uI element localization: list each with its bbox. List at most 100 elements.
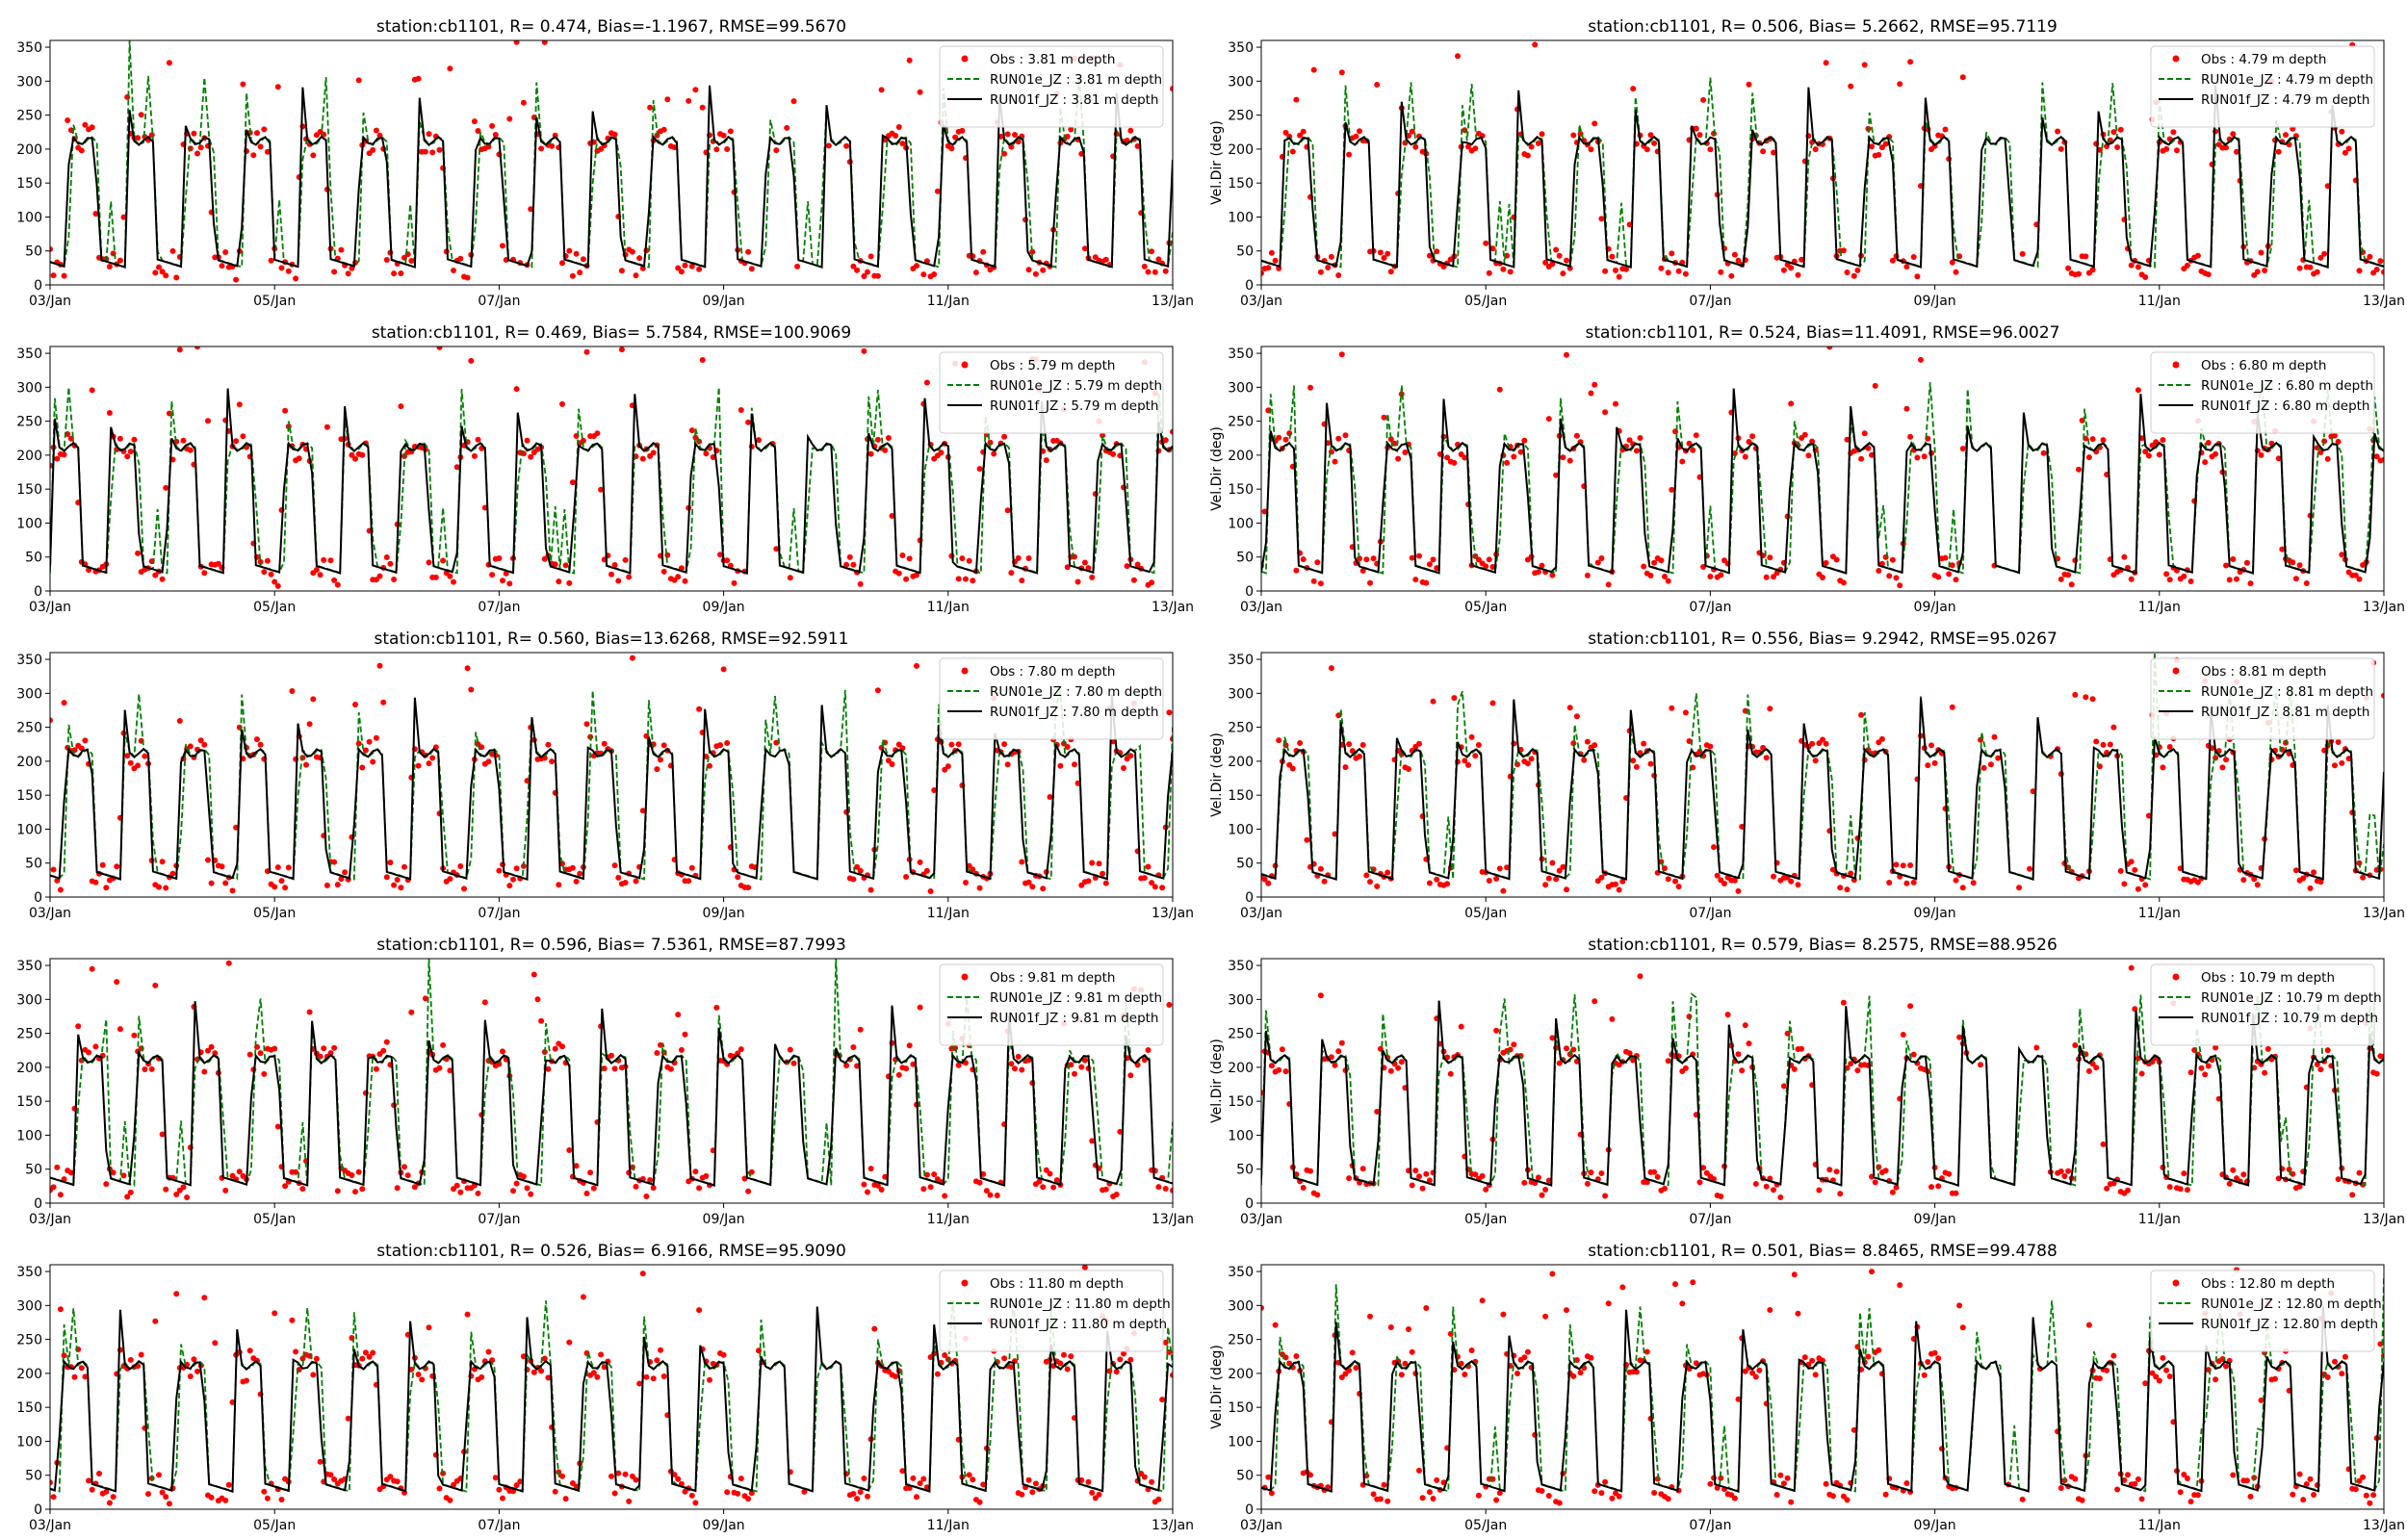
obs-point [2121, 881, 2128, 887]
obs-point [1402, 1360, 1409, 1367]
obs-point [2254, 269, 2261, 275]
y-tick-label: 300 [16, 1298, 42, 1314]
obs-point [496, 555, 503, 561]
obs-point [135, 762, 142, 769]
obs-point [633, 878, 639, 885]
obs-point [1159, 885, 1166, 891]
obs-point [636, 255, 643, 262]
x-tick-label: 09/Jan [703, 906, 745, 921]
obs-point [1903, 1480, 1910, 1486]
obs-point [1524, 760, 1531, 767]
obs-point [1746, 439, 1752, 445]
obs-point [2296, 265, 2303, 271]
axes-frame [1260, 1264, 2385, 1510]
obs-point [1718, 269, 1724, 275]
obs-point [566, 1147, 573, 1153]
y-tick-label: 50 [25, 1163, 42, 1178]
x-tick-label: 07/Jan [478, 1518, 520, 1533]
obs-point [1872, 1179, 1878, 1186]
plot-area [50, 1265, 1173, 1507]
obs-point [394, 1478, 401, 1485]
obs-point [1876, 151, 1882, 158]
y-tick-label: 100 [1228, 1128, 1254, 1143]
obs-point [1398, 1372, 1405, 1378]
obs-point [2283, 132, 2289, 139]
obs-point [598, 145, 605, 152]
obs-point [906, 555, 913, 562]
obs-point [380, 1047, 387, 1054]
obs-point [264, 1495, 271, 1502]
obs-point [1566, 705, 1573, 711]
obs-point [1317, 865, 1324, 872]
obs-point [1367, 879, 1373, 886]
obs-point [394, 1185, 401, 1192]
obs-point [903, 576, 910, 582]
obs-point [331, 1476, 338, 1482]
obs-point [1317, 580, 1324, 587]
obs-point [1837, 885, 1844, 891]
obs-point [1268, 249, 1275, 256]
obs-point [615, 874, 622, 881]
obs-point [1504, 864, 1511, 871]
obs-point [611, 562, 618, 568]
obs-point [82, 1373, 89, 1380]
obs-point [1265, 1474, 1272, 1480]
obs-point [1809, 438, 1816, 445]
obs-point [468, 357, 475, 364]
legend-box [2150, 963, 2375, 1046]
obs-point [686, 97, 692, 104]
obs-point [1416, 1173, 1422, 1180]
obs-point [1359, 742, 1366, 748]
obs-point [2110, 129, 2117, 136]
obs-point [611, 1065, 618, 1072]
obs-point [878, 87, 885, 93]
obs-point [394, 877, 401, 883]
obs-point [163, 885, 169, 891]
obs-point [135, 550, 142, 556]
axes-frame [1260, 958, 2385, 1204]
x-tick-label: 09/Jan [1914, 1518, 1956, 1533]
obs-point [1141, 1057, 1148, 1064]
obs-point [2110, 1180, 2117, 1187]
y-tick-label: 150 [16, 482, 42, 498]
obs-point [163, 484, 169, 491]
obs-point [453, 1182, 460, 1189]
obs-point [1357, 753, 1362, 759]
obs-point [976, 1499, 983, 1505]
obs-point [857, 867, 864, 874]
obs-point [1412, 143, 1419, 150]
obs-point [1742, 1022, 1748, 1029]
obs-point [1749, 433, 1756, 440]
obs-point [1500, 266, 1507, 272]
obs-point [1261, 270, 1264, 276]
obs-point [963, 576, 969, 582]
obs-point [569, 479, 576, 486]
obs-point [2356, 1169, 2363, 1176]
obs-point [1170, 1372, 1173, 1378]
obs-point [703, 1172, 710, 1179]
obs-point [688, 427, 695, 434]
obs-point [127, 449, 134, 455]
obs-point [1406, 1326, 1411, 1332]
obs-point [1749, 1370, 1756, 1376]
obs-point [1004, 131, 1011, 138]
obs-point [92, 879, 99, 886]
obs-point [1462, 757, 1468, 764]
y-tick-label: 250 [1228, 721, 1254, 736]
obs-point [1012, 132, 1018, 138]
obs-point [1500, 1311, 1507, 1318]
y-tick-label: 0 [34, 584, 42, 600]
obs-point [1858, 711, 1865, 718]
x-tick-label: 07/Jan [478, 600, 520, 615]
y-tick-label: 50 [1236, 244, 1254, 260]
obs-point [464, 665, 471, 672]
obs-point [349, 1172, 355, 1178]
obs-point [166, 60, 172, 66]
obs-point [447, 573, 453, 579]
obs-point [1085, 878, 1092, 885]
obs-point [1869, 143, 1875, 150]
obs-point [1381, 1481, 1387, 1488]
obs-point [1560, 270, 1566, 277]
obs-point [660, 1373, 667, 1379]
obs-point [2114, 144, 2121, 150]
